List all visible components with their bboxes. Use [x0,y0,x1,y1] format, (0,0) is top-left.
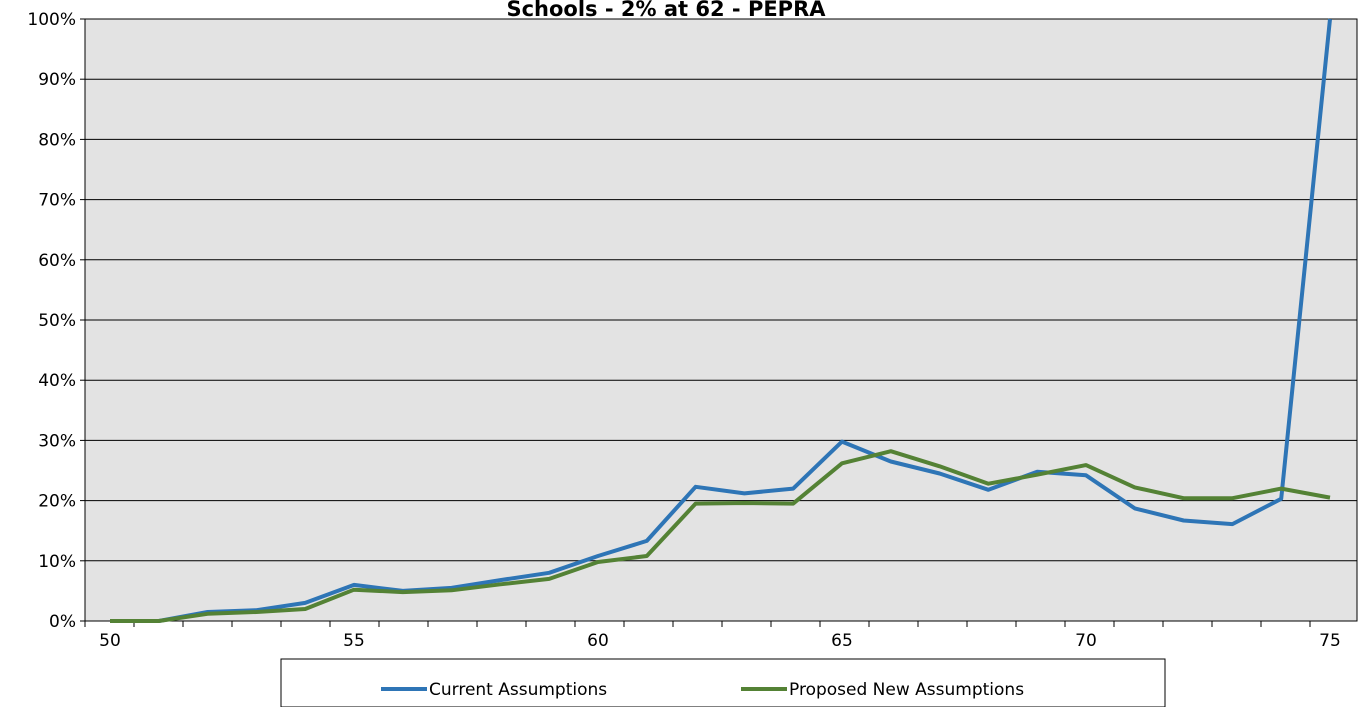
y-tick-label: 40% [38,371,76,391]
series-line-1 [110,449,1331,623]
x-tick-label: 65 [831,631,853,651]
series-line-0 [110,18,1332,623]
y-tick-label: 90% [38,70,76,90]
x-tick-label: 50 [99,631,121,651]
y-tick-label: 30% [38,431,76,451]
y-tick-label: 0% [49,612,76,632]
y-tick-label: 60% [38,251,76,271]
axes: 0% 10% 20% 30% 40% 50% 60% 70% 80% 90% 100% 50 55 60 6… [27,10,1357,651]
legend-box [280,658,1166,708]
series-lines [110,18,1332,623]
chart-title: Schools - 2% at 62 - PEPRA [506,0,826,21]
x-tick-label: 60 [587,631,609,651]
y-tick-label: 50% [38,311,76,331]
legend: Current Assumptions Proposed New Assumpti… [280,658,1166,708]
y-tick-label: 100% [27,10,76,30]
x-tick-label: 75 [1319,631,1341,651]
y-tick-label: 20% [38,492,76,512]
legend-label-1: Proposed New Assumptions [789,680,1024,700]
y-tick-label: 70% [38,191,76,211]
x-tick-label: 70 [1075,631,1097,651]
y-tick-label: 80% [38,130,76,150]
y-tick-label: 10% [38,552,76,572]
legend-label-0: Current Assumptions [429,680,607,700]
x-tick-label: 55 [343,631,365,651]
